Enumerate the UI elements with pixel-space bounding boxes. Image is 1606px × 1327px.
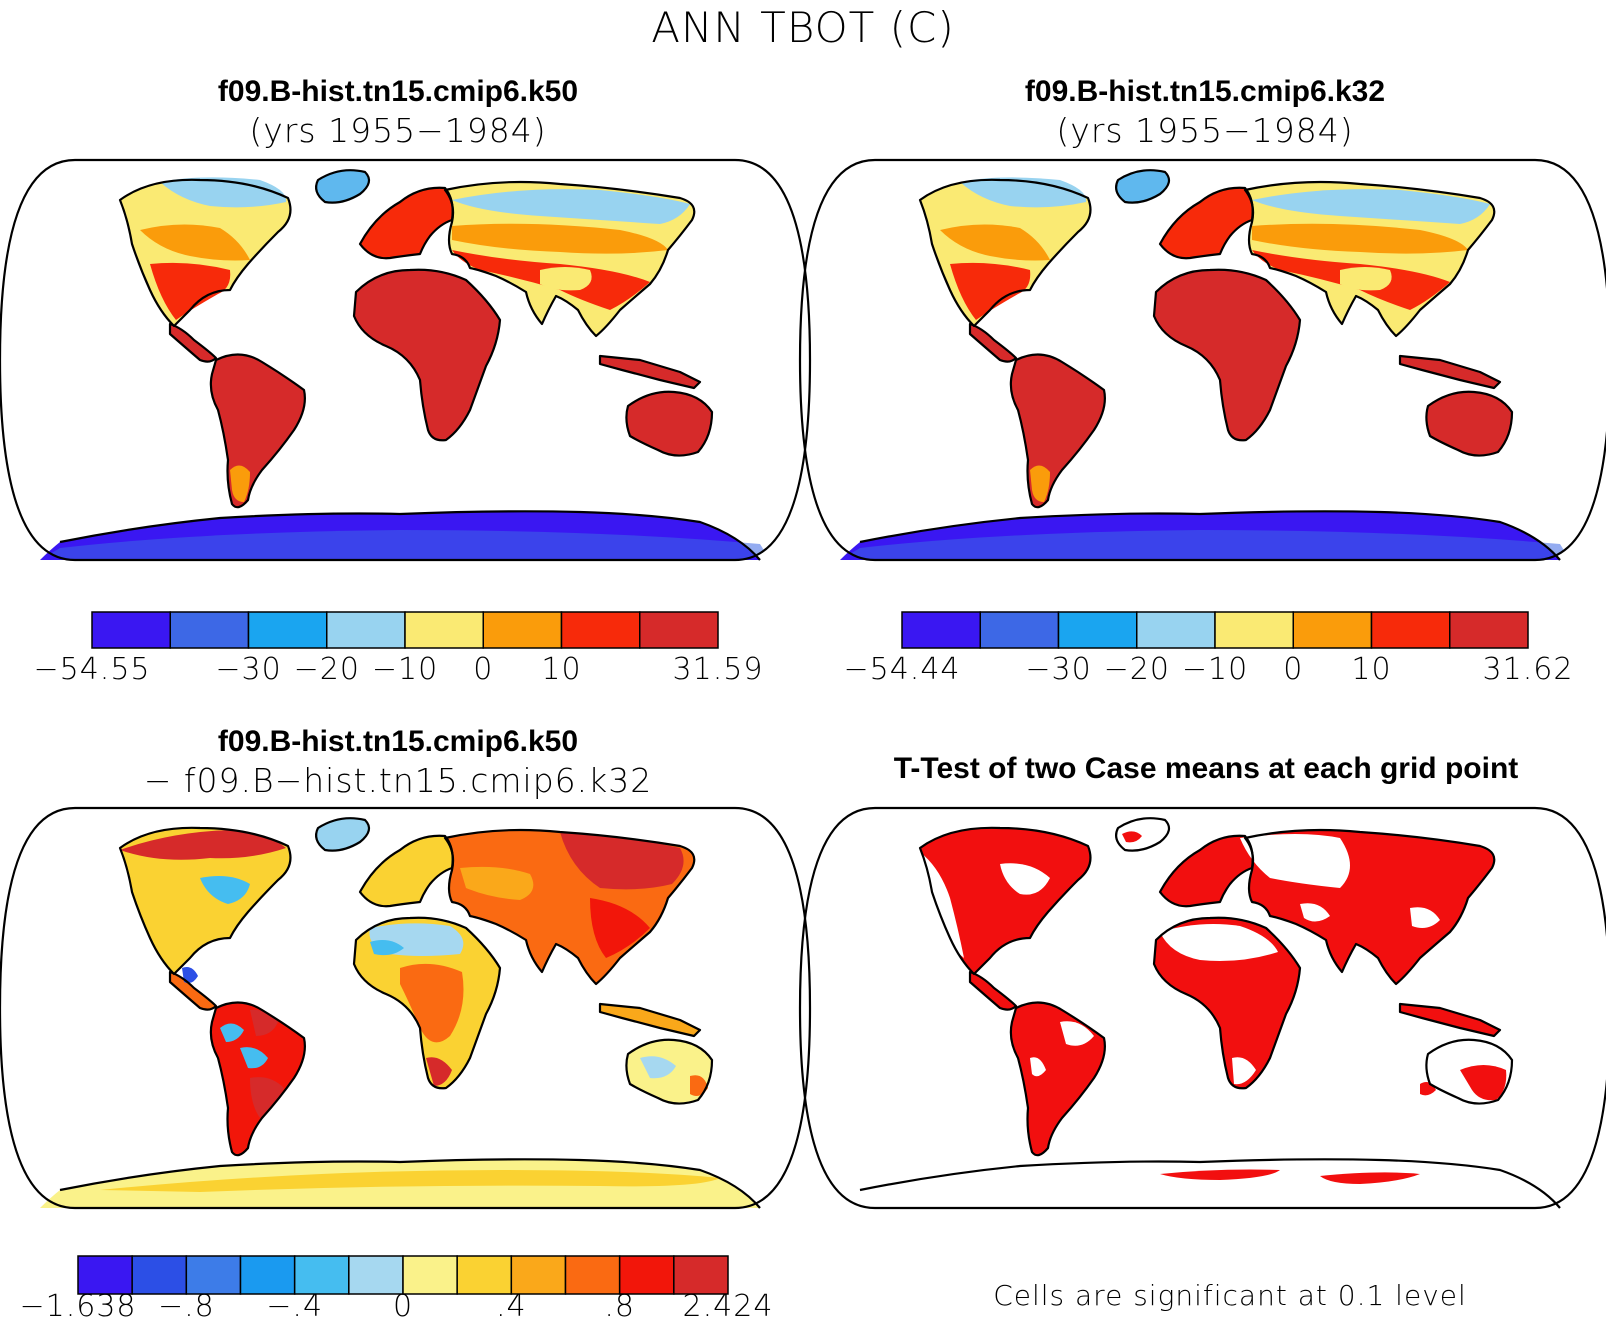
colorbar-swatch bbox=[979, 611, 1060, 649]
colorbar-swatch bbox=[402, 1255, 458, 1295]
panel-b-colorbar: −54.44 −30 −20 −10 0 10 31.62 bbox=[843, 611, 1574, 687]
colorbar-tick-label: −54.44 bbox=[843, 652, 960, 687]
panel-k32-climatology: f09.B-hist.tn15.cmip6.k32 (yrs 1955−1984… bbox=[798, 75, 1606, 687]
colorbar-tick-label: −30 bbox=[215, 652, 281, 687]
colorbar-swatch bbox=[185, 1255, 242, 1295]
panel-c-colorbar: −1.638 −.8 −.4 0 .4 .8 2.424 bbox=[19, 1255, 774, 1324]
colorbar-swatch bbox=[673, 1255, 729, 1295]
colorbar-tick-label: −20 bbox=[294, 652, 360, 687]
colorbar-tick-label: −20 bbox=[1104, 652, 1170, 687]
colorbar-tick-label: 10 bbox=[541, 652, 581, 687]
colorbar-tick-label: .8 bbox=[604, 1289, 635, 1324]
colorbar-tick-label: −.4 bbox=[266, 1289, 323, 1324]
colorbar-tick-label: 0 bbox=[1283, 652, 1303, 687]
panel-c-subtitle: − f09.B−hist.tn15.cmip6.k32 bbox=[144, 761, 653, 800]
figure-title: ANN TBOT (C) bbox=[651, 3, 955, 52]
panel-a-title: f09.B-hist.tn15.cmip6.k50 bbox=[218, 75, 578, 108]
colorbar-tick-label: 31.62 bbox=[1483, 652, 1574, 687]
colorbar-swatch bbox=[348, 1255, 404, 1295]
panel-difference: f09.B-hist.tn15.cmip6.k50 − f09.B−hist.t… bbox=[0, 725, 812, 1324]
panel-b-map bbox=[798, 158, 1606, 562]
colorbar-swatch bbox=[1057, 611, 1138, 649]
colorbar-tick-label: 10 bbox=[1351, 652, 1391, 687]
colorbar-swatch bbox=[293, 1255, 350, 1295]
panel-d-map bbox=[798, 806, 1606, 1210]
colorbar-swatch bbox=[247, 611, 328, 649]
colorbar-tick-label: −1.638 bbox=[19, 1289, 136, 1324]
panel-a-subtitle: (yrs 1955−1984) bbox=[249, 111, 546, 150]
colorbar-tick-label: 2.424 bbox=[683, 1289, 774, 1324]
colorbar-tick-label: .4 bbox=[496, 1289, 527, 1324]
colorbar-tick-label: −10 bbox=[1182, 652, 1248, 687]
colorbar-swatch bbox=[91, 611, 171, 649]
colorbar-swatch bbox=[404, 611, 484, 649]
colorbar-swatch bbox=[1449, 611, 1529, 649]
colorbar-swatch bbox=[1214, 611, 1294, 649]
panel-c-title: f09.B-hist.tn15.cmip6.k50 bbox=[218, 725, 578, 758]
panel-a-map bbox=[0, 158, 812, 562]
panel-t-test: T-Test of two Case means at each grid po… bbox=[798, 752, 1606, 1312]
panel-c-map bbox=[0, 806, 812, 1210]
colorbar-tick-label: −.8 bbox=[158, 1289, 215, 1324]
colorbar-tick-label: 31.59 bbox=[673, 652, 764, 687]
colorbar-swatch bbox=[901, 611, 981, 649]
colorbar-swatch bbox=[1292, 611, 1373, 649]
colorbar-swatch bbox=[510, 1255, 567, 1295]
colorbar-swatch bbox=[639, 611, 719, 649]
panel-a-colorbar: −54.55 −30 −20 −10 0 10 31.59 bbox=[33, 611, 764, 687]
colorbar-swatch bbox=[564, 1255, 621, 1295]
colorbar-swatch bbox=[456, 1255, 513, 1295]
colorbar-tick-label: 0 bbox=[393, 1289, 413, 1324]
colorbar-swatch bbox=[482, 611, 563, 649]
colorbar-swatch bbox=[326, 611, 406, 649]
panel-b-title: f09.B-hist.tn15.cmip6.k32 bbox=[1025, 75, 1385, 108]
panel-d-title: T-Test of two Case means at each grid po… bbox=[894, 752, 1519, 785]
panel-b-subtitle: (yrs 1955−1984) bbox=[1056, 111, 1353, 150]
colorbar-tick-label: −54.55 bbox=[33, 652, 150, 687]
colorbar-swatch bbox=[131, 1255, 188, 1295]
significance-note: Cells are significant at 0.1 level bbox=[993, 1279, 1467, 1312]
panel-k50-climatology: f09.B-hist.tn15.cmip6.k50 (yrs 1955−1984… bbox=[0, 75, 812, 687]
colorbar-swatch bbox=[560, 611, 641, 649]
colorbar-tick-label: −10 bbox=[372, 652, 438, 687]
colorbar-swatch bbox=[1136, 611, 1216, 649]
colorbar-tick-label: 0 bbox=[473, 652, 493, 687]
colorbar-swatch bbox=[77, 1255, 133, 1295]
colorbar-tick-label: −30 bbox=[1025, 652, 1091, 687]
colorbar-swatch bbox=[1370, 611, 1451, 649]
colorbar-swatch bbox=[169, 611, 250, 649]
